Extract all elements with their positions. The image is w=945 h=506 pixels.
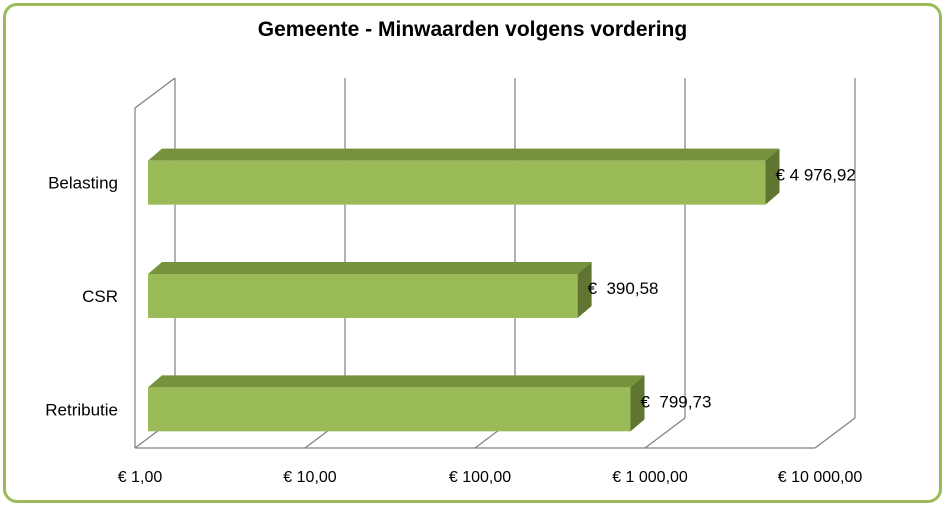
bar-side-belasting [765, 148, 780, 205]
x-tick-label-4: € 10 000,00 [778, 469, 863, 486]
x-tick-label-3: € 1 000,00 [612, 469, 688, 486]
floor-gridline-3 [644, 417, 686, 449]
bar-top-belasting [148, 148, 780, 161]
floor-gridline-4 [814, 417, 856, 449]
bar-top-csr [148, 262, 592, 274]
bar-side-retributie [630, 375, 645, 432]
x-tick-label-1: € 10,00 [283, 469, 336, 486]
bar-belasting [148, 160, 766, 205]
chart-title: Gemeente - Minwaarden volgens vordering [257, 18, 688, 41]
bar-csr [148, 274, 578, 318]
bar-side-csr [577, 262, 592, 318]
bar-retributie [148, 387, 631, 432]
x-tick-label-0: € 1,00 [118, 469, 163, 486]
category-label-retributie: Retributie [45, 400, 118, 419]
wall-top-left-edge [134, 77, 176, 109]
bar-top-retributie [148, 375, 645, 388]
data-label-csr: € 390,58 [588, 279, 659, 298]
data-label-belasting: € 4 976,92 [775, 166, 855, 185]
data-label-retributie: € 799,73 [641, 392, 712, 411]
category-label-csr: CSR [82, 287, 118, 306]
x-tick-label-2: € 100,00 [449, 469, 511, 486]
category-label-belasting: Belasting [48, 174, 118, 193]
